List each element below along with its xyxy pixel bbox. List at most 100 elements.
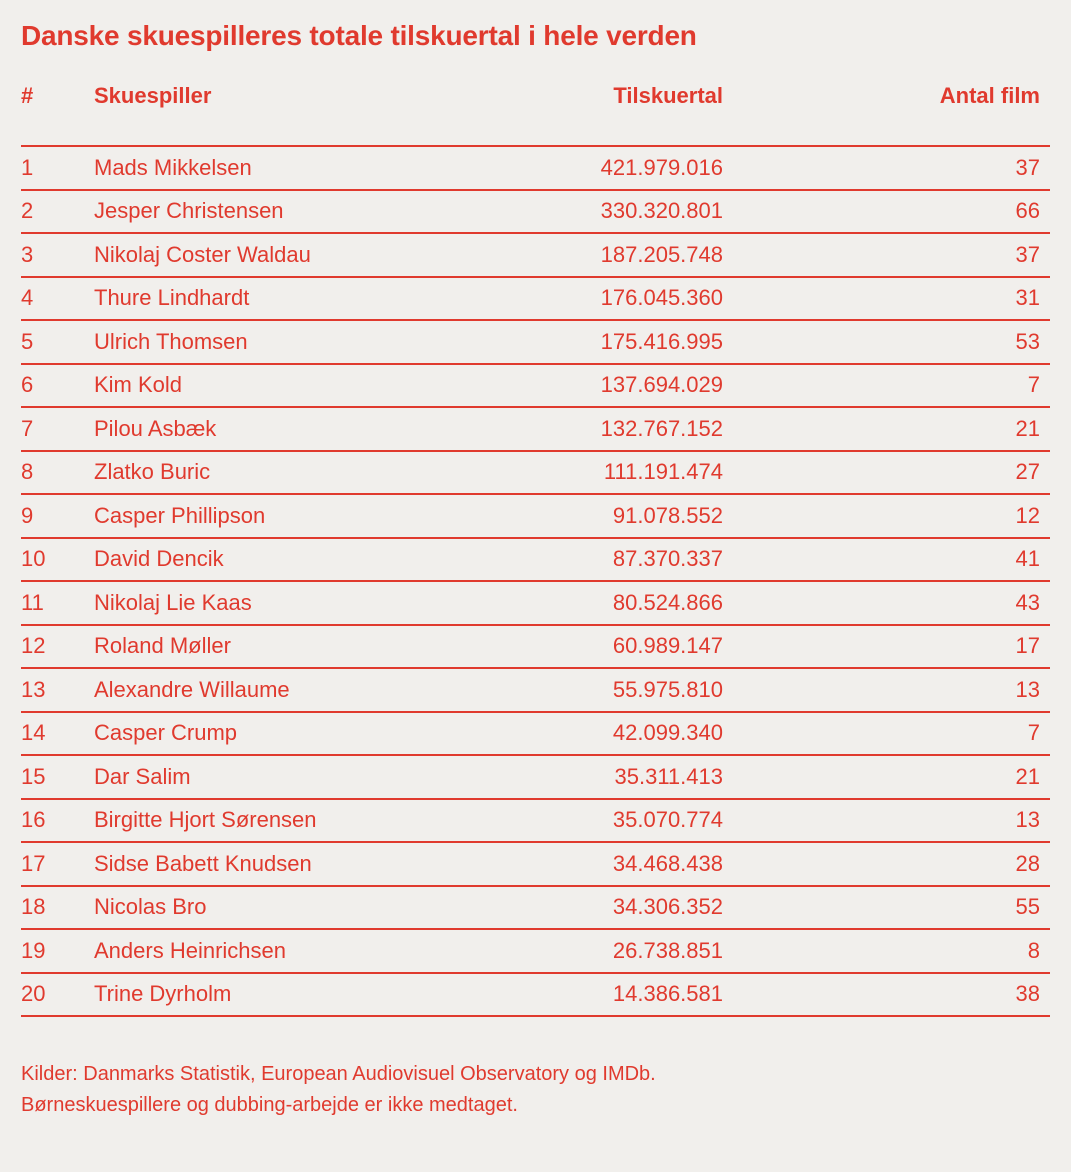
actor-name-cell: Anders Heinrichsen	[94, 937, 286, 963]
table-header-row: # Skuespiller Tilskuertal Antal film	[21, 83, 1050, 146]
table-row: 12 Roland Møller 60.989.147 17	[21, 624, 1050, 669]
films-cell: 13	[1015, 807, 1040, 833]
films-cell: 66	[1015, 198, 1040, 224]
films-cell: 21	[1015, 763, 1040, 789]
films-cell: 27	[1015, 459, 1040, 485]
viewers-cell: 55.975.810	[612, 676, 723, 702]
rank-cell: 18	[21, 894, 46, 920]
rank-cell: 7	[21, 415, 34, 441]
viewers-cell: 175.416.995	[600, 328, 723, 354]
rank-cell: 20	[21, 981, 46, 1007]
rank-cell: 3	[21, 241, 34, 267]
rank-cell: 11	[21, 589, 44, 615]
table-row: 9 Casper Phillipson 91.078.552 12	[21, 494, 1050, 538]
table-row: 1 Mads Mikkelsen 421.979.016 37	[21, 146, 1050, 190]
table-row: 6 Kim Kold 137.694.029 7	[21, 363, 1050, 408]
viewers-cell: 132.767.152	[600, 415, 723, 441]
rank-cell: 8	[21, 459, 34, 485]
films-cell: 13	[1015, 676, 1040, 702]
actors-table: # Skuespiller Tilskuertal Antal film 1 Ma…	[21, 83, 1050, 1017]
viewers-cell: 35.311.413	[614, 763, 723, 789]
rank-cell: 14	[21, 720, 46, 746]
viewers-cell: 421.979.016	[600, 154, 723, 180]
films-cell: 17	[1015, 633, 1040, 659]
rank-cell: 4	[21, 285, 34, 311]
page-title: Danske skuespilleres totale tilskuertal …	[21, 20, 697, 51]
footer: Kilder: Danmarks Statistik, European Aud…	[21, 1059, 1050, 1121]
actor-name-cell: Birgitte Hjort Sørensen	[94, 807, 317, 833]
films-cell: 37	[1015, 154, 1040, 180]
films-cell: 28	[1015, 850, 1040, 876]
actor-name-cell: David Dencik	[94, 546, 224, 572]
actor-name-cell: Pilou Asbæk	[94, 415, 217, 441]
actor-name-cell: Ulrich Thomsen	[94, 328, 248, 354]
table-row: 11 Nikolaj Lie Kaas 80.524.866 43	[21, 581, 1050, 625]
actor-name-cell: Alexandre Willaume	[94, 676, 290, 702]
viewers-cell: 60.989.147	[612, 633, 723, 659]
films-cell: 55	[1015, 894, 1040, 920]
viewers-cell: 187.205.748	[600, 241, 723, 267]
table-row: 17 Sidse Babett Knudsen 34.468.438 28	[21, 842, 1050, 886]
viewers-cell: 176.045.360	[600, 285, 723, 311]
table-row: 7 Pilou Asbæk 132.767.152 21	[21, 407, 1050, 451]
table-row: 8 Zlatko Buric 111.191.474 27	[21, 450, 1050, 495]
table-row: 20 Trine Dyrholm 14.386.581 38	[21, 972, 1050, 1016]
actor-name-cell: Jesper Christensen	[94, 198, 284, 224]
films-cell: 21	[1015, 415, 1040, 441]
rank-cell: 12	[21, 633, 46, 659]
rank-cell: 1	[21, 154, 34, 180]
viewers-cell: 26.738.851	[612, 937, 723, 963]
rank-cell: 15	[21, 763, 46, 789]
actor-name-cell: Thure Lindhardt	[94, 285, 250, 311]
actor-name-cell: Kim Kold	[94, 372, 183, 398]
viewers-cell: 330.320.801	[600, 198, 723, 224]
table-body: 1 Mads Mikkelsen 421.979.016 37 2 Jesper Chri…	[21, 146, 1050, 1016]
sources-note: Kilder: Danmarks Statistik, European Aud…	[21, 1063, 656, 1085]
films-cell: 7	[1027, 720, 1040, 746]
column-header-rank: #	[21, 83, 34, 108]
table-row: 10 David Dencik 87.370.337 41	[21, 537, 1050, 582]
actor-name-cell: Nicolas Bro	[94, 894, 207, 920]
actor-name-cell: Casper Crump	[94, 720, 238, 746]
table-header: # Skuespiller Tilskuertal Antal film	[21, 83, 1050, 146]
table-row: 19 Anders Heinrichsen 26.738.851 8	[21, 929, 1050, 973]
column-header-viewers: Tilskuertal	[613, 83, 723, 108]
table-row: 2 Jesper Christensen 330.320.801 66	[21, 189, 1050, 234]
films-cell: 37	[1015, 241, 1040, 267]
viewers-cell: 35.070.774	[612, 807, 723, 833]
table-row: 13 Alexandre Willaume 55.975.810 13	[21, 668, 1050, 712]
column-header-films: Antal film	[939, 83, 1040, 108]
films-cell: 12	[1015, 502, 1040, 528]
actor-name-cell: Dar Salim	[94, 763, 191, 789]
viewers-cell: 34.468.438	[612, 850, 723, 876]
viewers-cell: 111.191.474	[603, 459, 723, 485]
films-cell: 7	[1027, 372, 1040, 398]
table-row: 15 Dar Salim 35.311.413 21	[21, 755, 1050, 799]
viewers-cell: 91.078.552	[612, 502, 723, 528]
rank-cell: 6	[21, 372, 34, 398]
films-cell: 43	[1015, 589, 1040, 615]
actor-name-cell: Roland Møller	[94, 633, 231, 659]
actor-name-cell: Nikolaj Coster Waldau	[94, 241, 311, 267]
viewers-cell: 87.370.337	[612, 546, 723, 572]
rank-cell: 17	[21, 850, 46, 876]
films-cell: 31	[1015, 285, 1040, 311]
table-row: 3 Nikolaj Coster Waldau 187.205.748 37	[21, 233, 1050, 277]
rank-cell: 16	[21, 807, 46, 833]
rank-cell: 19	[21, 937, 46, 963]
films-cell: 41	[1015, 546, 1040, 572]
actor-name-cell: Nikolaj Lie Kaas	[94, 589, 252, 615]
rank-cell: 2	[21, 198, 34, 224]
table-row: 4 Thure Lindhardt 176.045.360 31	[21, 276, 1050, 321]
viewers-cell: 34.306.352	[612, 894, 723, 920]
actor-name-cell: Mads Mikkelsen	[94, 154, 252, 180]
column-header-actor: Skuespiller	[94, 83, 212, 108]
actor-name-cell: Zlatko Buric	[94, 459, 211, 485]
films-cell: 8	[1027, 937, 1040, 963]
actor-name-cell: Trine Dyrholm	[94, 981, 232, 1007]
rank-cell: 10	[21, 546, 46, 572]
viewers-cell: 80.524.866	[612, 589, 723, 615]
films-cell: 53	[1015, 328, 1040, 354]
table-row: 16 Birgitte Hjort Sørensen 35.070.774 13	[21, 798, 1050, 843]
